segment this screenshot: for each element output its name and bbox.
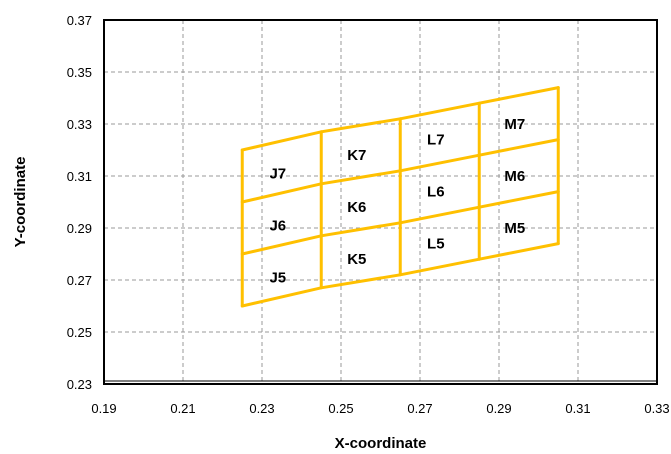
y-tick-label: 0.29 (67, 221, 92, 236)
x-tick-label: 0.27 (407, 401, 432, 416)
x-tick-labels: 0.19 0.21 0.23 0.25 0.27 0.29 0.31 0.33 (91, 401, 669, 416)
cell-label-j6: J6 (269, 217, 286, 234)
x-tick-label: 0.21 (170, 401, 195, 416)
y-tick-label: 0.37 (67, 13, 92, 28)
x-tick-label: 0.23 (249, 401, 274, 416)
cell-label-l5: L5 (427, 236, 445, 253)
gridlines (104, 20, 657, 384)
cell-label-l6: L6 (427, 184, 445, 201)
cell-labels: J5 J6 J7 K5 K6 K7 L5 L6 L7 M5 M6 M7 (269, 116, 525, 286)
x-tick-label: 0.19 (91, 401, 116, 416)
x-axis-title: X-coordinate (335, 435, 427, 452)
y-tick-label: 0.23 (67, 377, 92, 392)
y-axis-title: Y-coordinate (12, 157, 29, 248)
y-tick-label: 0.31 (67, 169, 92, 184)
plot-area-frame (103, 19, 658, 385)
x-tick-label: 0.31 (565, 401, 590, 416)
y-tick-labels: 0.37 0.35 0.33 0.31 0.29 0.27 0.25 0.23 (67, 13, 92, 392)
y-tick-label: 0.33 (67, 117, 92, 132)
x-tick-label: 0.33 (644, 401, 669, 416)
cell-label-m7: M7 (504, 116, 525, 133)
cell-label-m5: M5 (504, 220, 525, 237)
cell-label-k5: K5 (347, 251, 366, 268)
x-tick-label: 0.25 (328, 401, 353, 416)
y-tick-label: 0.27 (67, 273, 92, 288)
y-tick-label: 0.25 (67, 325, 92, 340)
cell-label-m6: M6 (504, 168, 525, 185)
x-tick-label: 0.29 (486, 401, 511, 416)
cell-label-j5: J5 (269, 269, 286, 286)
cell-label-l7: L7 (427, 132, 445, 149)
element-mesh (240, 86, 560, 308)
cell-label-j7: J7 (269, 165, 286, 182)
cell-label-k7: K7 (347, 147, 366, 164)
y-tick-label: 0.35 (67, 65, 92, 80)
cell-label-k6: K6 (347, 199, 366, 216)
